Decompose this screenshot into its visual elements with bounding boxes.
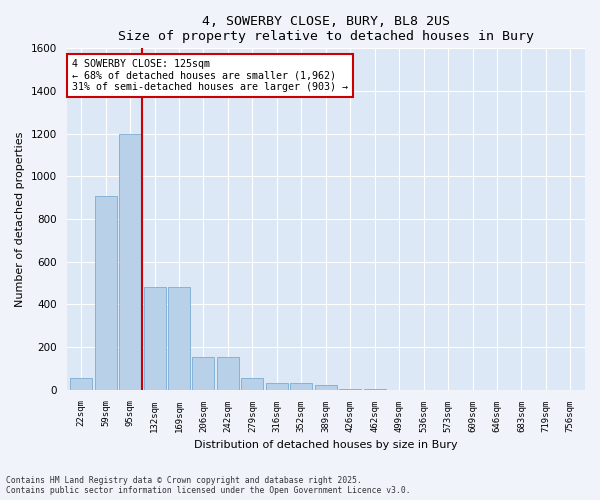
X-axis label: Distribution of detached houses by size in Bury: Distribution of detached houses by size … (194, 440, 458, 450)
Bar (315, 386, 337, 390)
Bar (70, 378, 92, 390)
Y-axis label: Number of detached properties: Number of detached properties (15, 132, 25, 306)
Bar (364, 388, 386, 390)
Bar (339, 388, 361, 390)
Text: 4 SOWERBY CLOSE: 125sqm
← 68% of detached houses are smaller (1,962)
31% of semi: 4 SOWERBY CLOSE: 125sqm ← 68% of detache… (72, 58, 348, 92)
Bar (95, 196, 116, 390)
Bar (143, 288, 166, 390)
Title: 4, SOWERBY CLOSE, BURY, BL8 2US
Size of property relative to detached houses in : 4, SOWERBY CLOSE, BURY, BL8 2US Size of … (118, 15, 534, 43)
Bar (119, 134, 141, 390)
Bar (266, 384, 288, 390)
Bar (168, 288, 190, 390)
Bar (290, 384, 313, 390)
Bar (193, 356, 214, 390)
Text: Contains HM Land Registry data © Crown copyright and database right 2025.
Contai: Contains HM Land Registry data © Crown c… (6, 476, 410, 495)
Bar (241, 378, 263, 390)
Bar (217, 356, 239, 390)
